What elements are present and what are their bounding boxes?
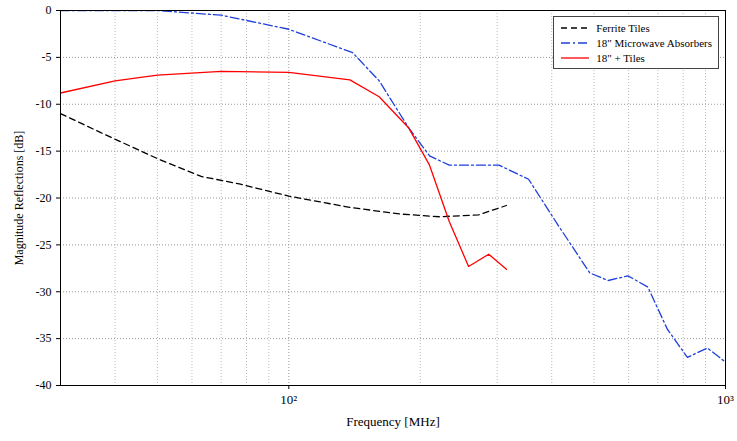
svg-text:-25: -25 [36, 238, 52, 252]
svg-text:10³: 10³ [717, 392, 734, 407]
svg-text:0: 0 [46, 3, 52, 17]
svg-text:-20: -20 [36, 191, 52, 205]
svg-text:-40: -40 [36, 378, 52, 392]
svg-text:-10: -10 [36, 97, 52, 111]
svg-text:-15: -15 [36, 144, 52, 158]
html-text:Ferrite Tiles: Ferrite Tiles [596, 21, 650, 34]
svg-text:Frequency [MHz]: Frequency [MHz] [346, 414, 440, 429]
svg-text:10²: 10² [280, 392, 297, 407]
svg-text:-35: -35 [36, 331, 52, 345]
svg-text:-30: -30 [36, 285, 52, 299]
svg-text:Magnitude Reflections [dB]: Magnitude Reflections [dB] [12, 131, 26, 266]
html-text:18" Microwave Absorbers: 18" Microwave Absorbers [596, 36, 712, 49]
svg-text:-5: -5 [42, 50, 52, 64]
html-text:18" + Tiles: 18" + Tiles [596, 51, 645, 64]
